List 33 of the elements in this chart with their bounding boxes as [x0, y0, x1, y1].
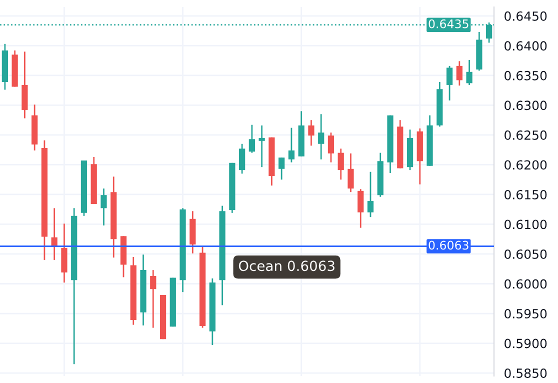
- candlestick: [150, 269, 156, 328]
- annotation: Ocean 0.6063: [238, 260, 334, 272]
- candlestick: [446, 65, 453, 102]
- candlestick: [248, 124, 256, 154]
- candlestick: [338, 148, 344, 180]
- candlestick: [278, 156, 285, 180]
- y-tick-label: 0.5950: [504, 308, 547, 318]
- candlestick: [238, 143, 246, 174]
- y-tick-label: 0.6100: [504, 220, 547, 230]
- y-tick-label: 0.6350: [504, 70, 547, 80]
- y-tick-label: 0.6450: [504, 11, 547, 21]
- y-tick-label: 0.6400: [504, 41, 547, 51]
- y-tick-label: 0.5900: [504, 338, 547, 348]
- y-tick-label: 0.6150: [504, 190, 547, 200]
- candlestick: [358, 188, 364, 228]
- y-tick-label: 0.6000: [504, 279, 547, 289]
- ref-line-label: 0.6435: [428, 19, 468, 28]
- candlestick: [288, 127, 295, 164]
- candlestick: [100, 188, 107, 226]
- y-tick-label: 0.6200: [504, 160, 547, 170]
- candlestick: [466, 59, 472, 86]
- ref-line-label: 0.6063: [428, 240, 468, 250]
- candlestick: [456, 60, 462, 86]
- y-tick-label: 0.6250: [504, 130, 547, 140]
- candlestick: [258, 124, 265, 168]
- candlestick: [367, 171, 374, 218]
- y-tick-label: 0.5850: [504, 368, 547, 378]
- y-tick-label: 0.6050: [504, 249, 547, 259]
- candlestick: [308, 119, 314, 146]
- y-tick-label: 0.6300: [504, 100, 547, 110]
- candlestick: [318, 113, 324, 160]
- candlestick: [328, 132, 334, 164]
- candlestick: [348, 152, 354, 193]
